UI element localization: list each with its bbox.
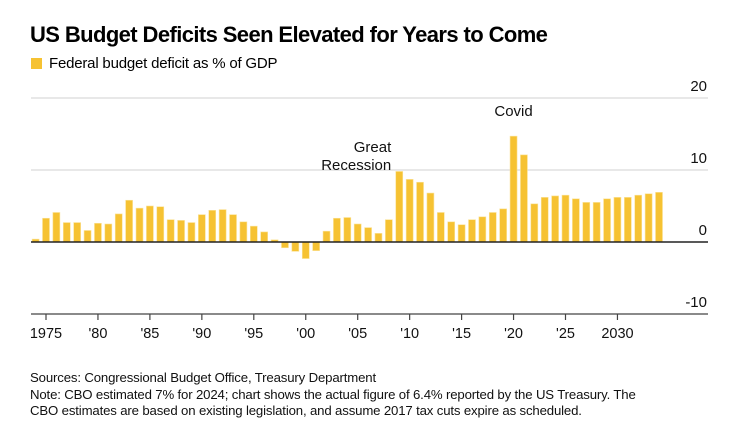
bar-1995 [250, 225, 258, 243]
bar-2026 [572, 198, 580, 243]
bar-2021 [520, 154, 528, 243]
bar-1983 [125, 199, 133, 243]
x-tick-label: '10 [400, 326, 419, 342]
x-tick-label: 1975 [30, 326, 62, 342]
legend: Federal budget deficit as % of GDP [31, 55, 278, 72]
bar-1981 [104, 223, 113, 243]
bar-1994 [239, 221, 248, 243]
bar-2009 [395, 171, 404, 243]
bar-2001 [312, 241, 320, 251]
bar-1992 [218, 209, 227, 243]
chart-title: US Budget Deficits Seen Elevated for Yea… [30, 22, 548, 47]
bar-1976 [52, 212, 61, 243]
note-text-line-1: Note: CBO estimated 7% for 2024; chart s… [30, 386, 636, 402]
bar-2011 [416, 181, 424, 243]
bar-1979 [83, 230, 92, 243]
bar-1980 [94, 222, 102, 243]
bar-2015 [457, 224, 466, 243]
sources-text: Sources: Congressional Budget Office, Tr… [30, 370, 376, 385]
x-tick-label: 2030 [601, 326, 633, 342]
gridlines [31, 97, 708, 171]
y-tick-label: 0 [699, 222, 707, 239]
bar-1987 [166, 219, 175, 243]
x-tick-label: '15 [452, 326, 471, 342]
bar-2019 [499, 208, 507, 243]
bar-2025 [561, 194, 570, 243]
annotation-great-recession: Recession [321, 157, 391, 174]
bar-2008 [385, 219, 393, 243]
bar-1977 [62, 222, 71, 243]
bar-1996 [260, 231, 268, 243]
annotation-covid: Covid [494, 103, 532, 120]
bar-2004 [343, 217, 352, 243]
bar-2033 [644, 193, 653, 243]
bar-1999 [291, 241, 300, 252]
bar-2010 [405, 179, 414, 243]
bar-2032 [634, 194, 643, 243]
bar-1991 [208, 210, 217, 243]
bar-1986 [156, 206, 165, 243]
x-tick-label: '90 [192, 326, 211, 342]
bar-2016 [468, 219, 476, 243]
bar-1975 [42, 217, 50, 243]
bar-2024 [551, 195, 559, 243]
x-tick-label: '25 [556, 326, 575, 342]
bar-2003 [333, 217, 341, 243]
x-tick-label: '85 [140, 326, 159, 342]
bar-2022 [530, 203, 539, 243]
axes [31, 241, 708, 320]
bar-2000 [301, 241, 310, 259]
bar-1978 [73, 222, 81, 243]
bar-1989 [187, 222, 196, 243]
bar-1988 [177, 220, 185, 243]
bar-2020 [509, 135, 518, 243]
bar-2030 [613, 197, 622, 243]
bar-2013 [437, 212, 445, 243]
x-tick-label: '80 [88, 326, 107, 342]
bar-2028 [592, 202, 601, 243]
bar-2012 [426, 192, 435, 243]
y-tick-label: 20 [690, 78, 707, 95]
bar-2029 [603, 198, 611, 243]
bar-2034 [655, 192, 663, 243]
bar-1993 [229, 214, 237, 243]
footer: Sources: Congressional Budget Office, Tr… [30, 370, 636, 420]
x-tick-label: '20 [504, 326, 523, 342]
bar-2023 [540, 197, 549, 243]
tick-labels: 20 10 0 -10 1975 '80 '85 '90 '95 '00 '05 '10 '15 '20 '… [30, 78, 707, 342]
bar-1984 [135, 207, 144, 243]
annotation-great-recession: Great [354, 139, 392, 156]
legend-swatch [31, 58, 42, 69]
bar-1982 [114, 213, 123, 243]
y-tick-label: -10 [685, 294, 707, 311]
bar-2002 [322, 230, 331, 243]
bar-2031 [624, 197, 632, 243]
bar-1985 [146, 205, 154, 243]
bar-2027 [582, 202, 591, 243]
bar-2018 [488, 212, 497, 243]
bar-2014 [447, 221, 456, 243]
bar-2006 [364, 227, 372, 243]
bar-2017 [478, 216, 487, 243]
y-tick-label: 10 [690, 150, 707, 167]
x-tick-label: '00 [296, 326, 315, 342]
bar-2005 [353, 223, 362, 243]
bar-2007 [374, 233, 383, 243]
bar-1998 [281, 241, 289, 249]
bar-1990 [198, 214, 206, 243]
legend-label: Federal budget deficit as % of GDP [49, 55, 278, 72]
x-tick-label: '05 [348, 326, 367, 342]
bars [31, 135, 663, 259]
x-tick-label: '95 [244, 326, 263, 342]
note-text-line-2: CBO estimates are based on existing legi… [30, 403, 582, 418]
